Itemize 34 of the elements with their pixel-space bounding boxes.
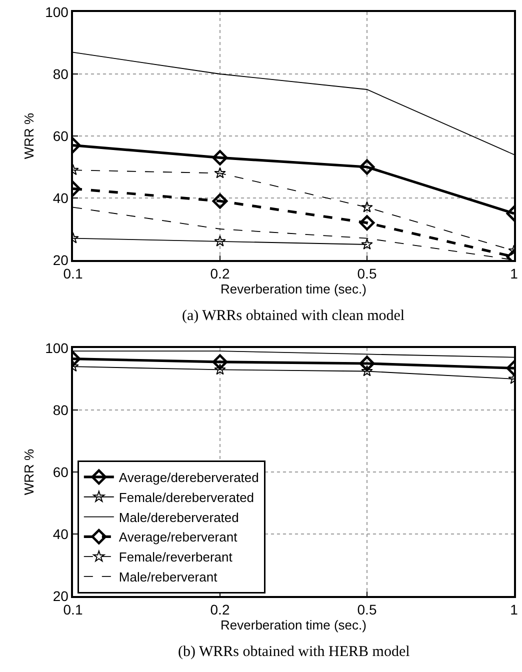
y-tick-label: 60 bbox=[52, 128, 69, 144]
legend-label: Average/dereberverated bbox=[118, 470, 259, 486]
x-tick-label: 0.5 bbox=[357, 602, 377, 618]
legend-label: Male/dereberverated bbox=[118, 510, 239, 525]
point bbox=[361, 238, 373, 250]
y-tick-label: 80 bbox=[52, 66, 69, 82]
x-tick-label: 0.5 bbox=[357, 266, 377, 282]
x-axis-title: Reverberation time (sec.) bbox=[220, 282, 366, 297]
y-axis-title: WRR % bbox=[22, 448, 37, 496]
y-tick-label: 20 bbox=[52, 588, 69, 604]
y-tick-label: 40 bbox=[52, 526, 69, 542]
point bbox=[212, 193, 228, 209]
legend-label: Average/reberverant bbox=[118, 530, 238, 545]
x-tick-label: 0.1 bbox=[63, 602, 83, 618]
y-tick-label: 80 bbox=[52, 402, 69, 418]
x-tick-label: 0.2 bbox=[210, 266, 230, 282]
x-tick-label: 1 bbox=[510, 602, 518, 618]
point bbox=[359, 215, 375, 230]
legend-label: Female/dereberverated bbox=[118, 490, 254, 505]
y-axis-title: WRR % bbox=[22, 112, 37, 160]
y-tick-label: 40 bbox=[52, 190, 69, 206]
y-tick-label: 60 bbox=[52, 464, 69, 480]
x-tick-label: 1 bbox=[510, 266, 518, 282]
x-axis-title: Reverberation time (sec.) bbox=[220, 618, 366, 633]
point bbox=[214, 235, 226, 246]
x-tick-label: 0.1 bbox=[63, 266, 83, 282]
legend-label: Female/reverberant bbox=[118, 550, 233, 565]
y-tick-label: 100 bbox=[45, 4, 69, 20]
y-tick-label: 100 bbox=[45, 340, 69, 356]
text: (b) WRRs obtained with HERB model bbox=[178, 644, 410, 660]
text: (a) WRRs obtained with clean model bbox=[182, 308, 405, 324]
y-tick-label: 20 bbox=[52, 252, 69, 268]
x-tick-label: 0.2 bbox=[210, 602, 230, 618]
legend-label: Male/reberverant bbox=[118, 570, 218, 585]
